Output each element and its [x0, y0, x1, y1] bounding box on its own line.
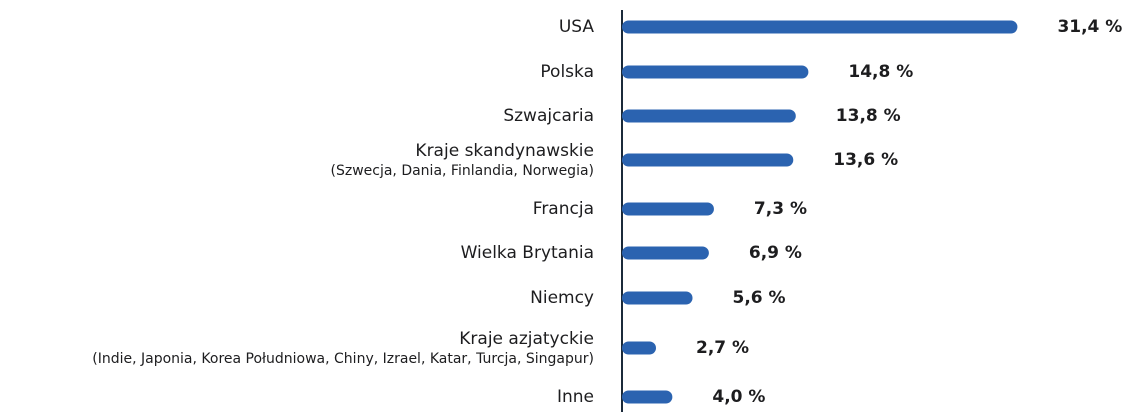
category-label: Kraje skandynawskie	[415, 141, 594, 161]
bar	[622, 20, 1018, 34]
category-label: Polska	[540, 62, 594, 82]
category-label: Wielka Brytania	[461, 243, 594, 263]
bar	[622, 291, 693, 305]
bar	[622, 246, 709, 260]
value-label: 4,0 %	[712, 387, 765, 407]
bar	[622, 109, 796, 123]
category-label: USA	[559, 17, 595, 37]
bar	[622, 390, 673, 404]
value-label: 14,8 %	[848, 62, 913, 82]
category-note: (Indie, Japonia, Korea Południowa, Chiny…	[92, 351, 594, 367]
category-label: Francja	[533, 199, 594, 219]
category-label: Kraje azjatyckie	[459, 329, 594, 349]
value-label: 2,7 %	[696, 338, 749, 358]
bar	[622, 341, 657, 355]
category-label: Szwajcaria	[503, 106, 594, 126]
value-label: 13,8 %	[836, 106, 901, 126]
value-label: 6,9 %	[749, 243, 802, 263]
category-note: (Szwecja, Dania, Finlandia, Norwegia)	[331, 163, 595, 179]
value-label: 7,3 %	[754, 199, 807, 219]
value-label: 5,6 %	[733, 288, 786, 308]
value-label: 13,6 %	[833, 150, 898, 170]
bar	[622, 65, 809, 79]
bar	[622, 202, 714, 216]
bar	[622, 153, 794, 167]
value-label: 31,4 %	[1057, 17, 1122, 37]
category-label: Niemcy	[530, 288, 594, 308]
category-label: Inne	[557, 387, 594, 407]
